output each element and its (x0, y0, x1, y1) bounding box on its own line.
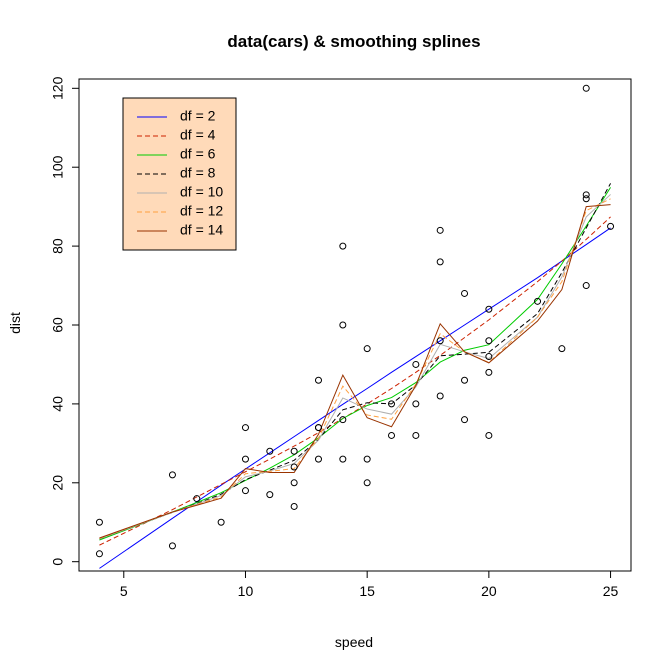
chart-title: data(cars) & smoothing splines (227, 32, 480, 51)
data-point (363, 479, 371, 487)
data-point (582, 191, 590, 199)
data-point (168, 471, 176, 479)
data-point (217, 518, 225, 526)
y-tick-label: 60 (50, 317, 66, 333)
legend-label: df = 14 (180, 222, 223, 238)
data-point (193, 495, 201, 503)
series-line-3 (99, 187, 611, 541)
series-line-1 (99, 227, 611, 569)
y-tick-label: 80 (50, 238, 66, 254)
data-point (388, 431, 396, 439)
data-point (436, 226, 444, 234)
data-point (485, 431, 493, 439)
data-point (314, 424, 322, 432)
data-point (558, 345, 566, 353)
data-point (266, 491, 274, 499)
points-layer (95, 84, 615, 558)
series-line-6 (99, 198, 611, 539)
data-point (485, 368, 493, 376)
y-tick-label: 0 (50, 558, 66, 566)
legend-label: df = 4 (180, 127, 216, 143)
data-point (412, 400, 420, 408)
data-point (290, 447, 298, 455)
data-point (436, 337, 444, 345)
x-tick-label: 25 (603, 583, 619, 599)
legend-label: df = 2 (180, 108, 216, 124)
data-point (388, 400, 396, 408)
legend-label: df = 8 (180, 165, 216, 181)
x-tick-label: 10 (238, 583, 254, 599)
data-point (290, 479, 298, 487)
data-point (266, 447, 274, 455)
data-point (534, 297, 542, 305)
data-point (461, 416, 469, 424)
y-tick-label: 120 (50, 76, 66, 100)
data-point (485, 353, 493, 361)
data-point (582, 195, 590, 203)
legend: df = 2 df = 4 df = 6 df = 8 df = 10 df = 12 df… (122, 97, 237, 251)
data-point (290, 502, 298, 510)
legend-label: df = 12 (180, 203, 223, 219)
data-point (314, 376, 322, 384)
data-point (412, 360, 420, 368)
data-point (363, 455, 371, 463)
data-point (168, 542, 176, 550)
data-point (461, 289, 469, 297)
legend-label: df = 6 (180, 146, 216, 162)
x-tick-label: 5 (120, 583, 128, 599)
series-line-7 (99, 204, 611, 539)
series-line-4 (99, 183, 611, 540)
data-point (607, 222, 615, 230)
data-point (95, 518, 103, 526)
series-layer (99, 183, 611, 569)
y-tick-label: 20 (50, 475, 66, 491)
data-point (339, 321, 347, 329)
data-point (436, 258, 444, 266)
data-point (314, 455, 322, 463)
data-point (339, 242, 347, 250)
data-point (290, 463, 298, 471)
data-point (582, 84, 590, 92)
data-point (412, 431, 420, 439)
legend-items: df = 2 df = 4 df = 6 df = 8 df = 10 df = 12 df… (137, 108, 223, 238)
data-point (485, 305, 493, 313)
data-point (241, 424, 249, 432)
y-tick-label: 40 (50, 396, 66, 412)
series-line-2 (99, 216, 611, 546)
y-axis: 0 20 40 60 80 100 120 (50, 76, 80, 566)
data-point (95, 550, 103, 558)
x-axis: 5 10 15 20 25 (120, 570, 619, 599)
data-point (363, 345, 371, 353)
y-tick-label: 100 (50, 155, 66, 179)
x-tick-label: 15 (359, 583, 375, 599)
data-point (241, 487, 249, 495)
legend-label: df = 10 (180, 184, 223, 200)
data-point (436, 392, 444, 400)
data-point (461, 376, 469, 384)
data-point (339, 455, 347, 463)
data-point (582, 282, 590, 290)
x-axis-label: speed (335, 634, 373, 650)
x-tick-label: 20 (481, 583, 497, 599)
data-point (241, 455, 249, 463)
data-point (485, 337, 493, 345)
data-point (339, 416, 347, 424)
y-axis-label: dist (7, 312, 23, 334)
